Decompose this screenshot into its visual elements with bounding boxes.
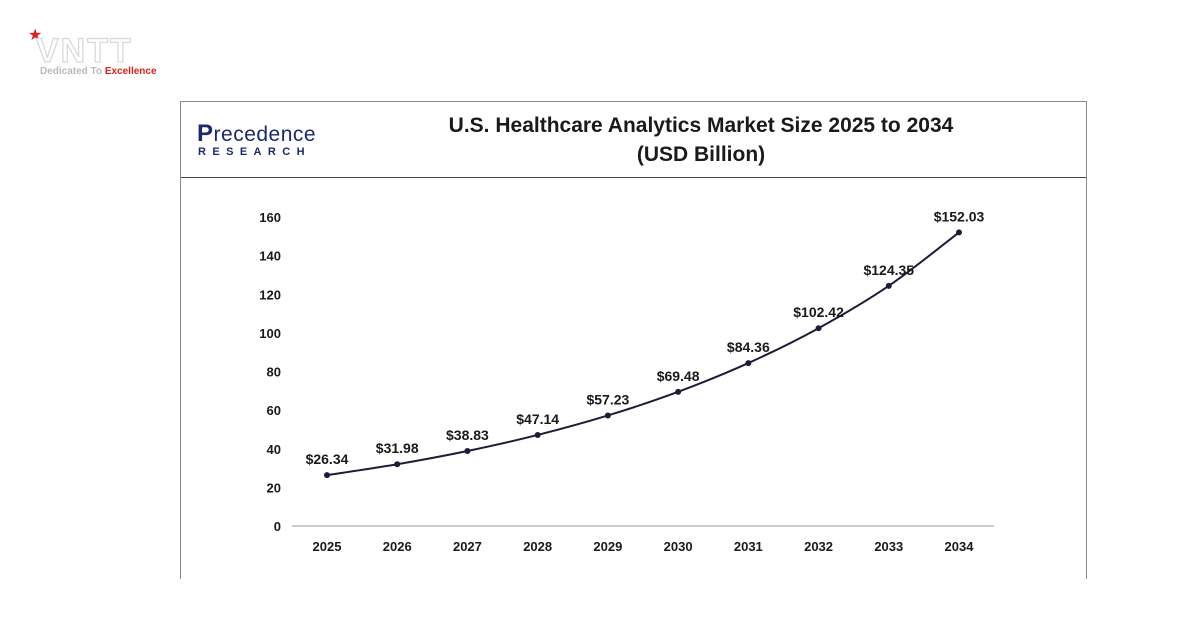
precedence-research-logo: Precedence RESEARCH (197, 120, 347, 164)
data-label: $84.36 (727, 339, 770, 355)
data-label: $38.83 (446, 427, 489, 443)
data-labels: $26.34 $31.98 $38.83 $47.14 $57.23 $69.48 $84.… (306, 208, 985, 467)
data-point (394, 461, 401, 468)
x-tick-label: 2034 (945, 539, 975, 554)
chart-title-line-1: U.S. Healthcare Analytics Market Size 20… (448, 114, 954, 137)
data-label: $26.34 (306, 451, 349, 467)
data-label: $47.14 (516, 411, 559, 427)
data-point (885, 282, 892, 289)
data-label: $102.42 (793, 304, 844, 320)
data-point (675, 388, 682, 395)
chart-panel: Precedence RESEARCH U.S. Healthcare Anal… (180, 101, 1087, 579)
x-tick-label: 2031 (734, 539, 763, 554)
y-tick-label: 160 (259, 210, 281, 225)
data-point (956, 229, 962, 236)
x-tick-label: 2025 (313, 539, 342, 554)
data-label: $57.23 (586, 391, 629, 407)
data-point (745, 360, 752, 367)
x-tick-label: 2030 (664, 539, 693, 554)
y-tick-label: 140 (259, 249, 281, 264)
chart-header: Precedence RESEARCH U.S. Healthcare Anal… (181, 102, 1086, 178)
vntt-tagline: Dedicated To Excellence (40, 66, 157, 77)
vntt-logo: ★ VNTT Dedicated To Excellence (28, 28, 163, 80)
data-points (324, 229, 962, 479)
data-point (464, 448, 471, 455)
y-tick-label: 80 (267, 365, 281, 380)
x-tick-label: 2029 (593, 539, 622, 554)
series-line (326, 231, 960, 477)
data-label: $152.03 (934, 208, 985, 224)
publisher-name-rest: recedence (213, 123, 317, 146)
data-point (604, 412, 611, 419)
x-tick-label: 2033 (874, 539, 903, 554)
y-tick-label: 0 (274, 519, 281, 534)
y-tick-label: 20 (267, 480, 281, 495)
y-tick-label: 120 (259, 287, 281, 302)
star-icon: ★ (28, 28, 42, 44)
tagline-part-2: Excellence (104, 66, 157, 77)
x-axis-ticks: 2025 2026 2027 2028 2029 2030 2031 2032 2033 2034 (313, 539, 975, 554)
data-point (324, 472, 330, 479)
y-tick-label: 40 (267, 442, 281, 457)
data-label: $69.48 (657, 368, 700, 384)
data-point (815, 325, 822, 332)
data-label: $124.35 (863, 262, 914, 278)
y-axis-ticks: 0 20 40 60 80 100 120 140 160 (259, 210, 281, 534)
x-tick-label: 2026 (383, 539, 412, 554)
vntt-wordmark: VNTT (35, 32, 133, 70)
publisher-initial: P (197, 120, 214, 147)
x-tick-label: 2027 (453, 539, 482, 554)
data-point (534, 431, 541, 438)
data-label: $31.98 (376, 440, 419, 456)
y-tick-label: 60 (267, 403, 281, 418)
y-tick-label: 100 (259, 326, 281, 341)
chart-title: U.S. Healthcare Analytics Market Size 20… (401, 111, 1001, 169)
publisher-name: Precedence (197, 120, 316, 148)
publisher-subtitle: RESEARCH (198, 146, 311, 158)
tagline-part-1: Dedicated To (40, 66, 105, 77)
chart-title-line-2: (USD Billion) (636, 143, 766, 166)
x-tick-label: 2032 (804, 539, 833, 554)
x-tick-label: 2028 (523, 539, 552, 554)
